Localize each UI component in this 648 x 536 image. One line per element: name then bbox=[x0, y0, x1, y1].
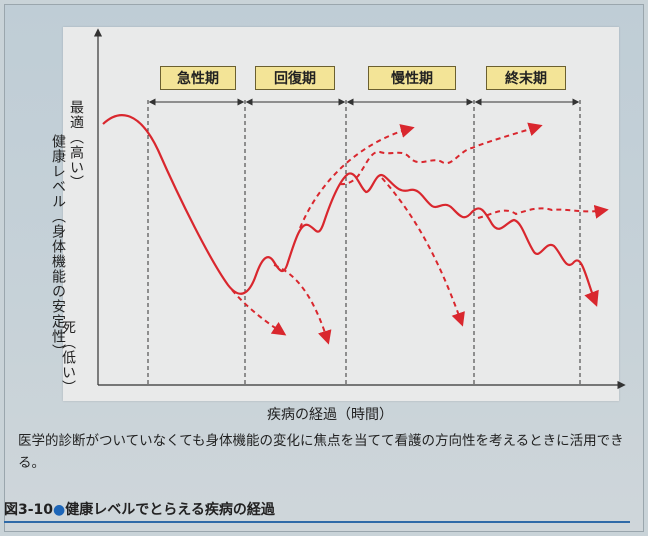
figure-caption: 医学的診断がついていなくても身体機能の変化に焦点を当てて看護の方向性を考えるとき… bbox=[18, 433, 624, 471]
phase-label-terminal: 終末期 bbox=[486, 66, 566, 90]
phase-label-chronic: 慢性期 bbox=[368, 66, 456, 90]
phase-label-recovery: 回復期 bbox=[255, 66, 335, 90]
figure-title: 図3-10●健康レベルでとらえる疾病の経過 bbox=[4, 499, 275, 519]
figure-title-text: 健康レベルでとらえる疾病の経過 bbox=[65, 502, 275, 518]
title-rule bbox=[4, 521, 630, 523]
y-bottom-label: 死（低い） bbox=[60, 320, 76, 395]
y-axis-label: 健康レベル（身体機能の安定性） bbox=[50, 134, 66, 359]
health-curve bbox=[102, 114, 599, 307]
bullet-icon: ● bbox=[53, 502, 66, 518]
y-top-label: 最適（高い） bbox=[68, 100, 84, 190]
x-axis-label: 疾病の経過（時間） bbox=[267, 407, 393, 423]
phase-dividers bbox=[147, 100, 581, 384]
phase-label-acute: 急性期 bbox=[160, 66, 236, 90]
dashed-trajectories bbox=[231, 122, 609, 345]
figure-number: 図3-10 bbox=[4, 502, 54, 518]
book-page bbox=[4, 4, 644, 532]
